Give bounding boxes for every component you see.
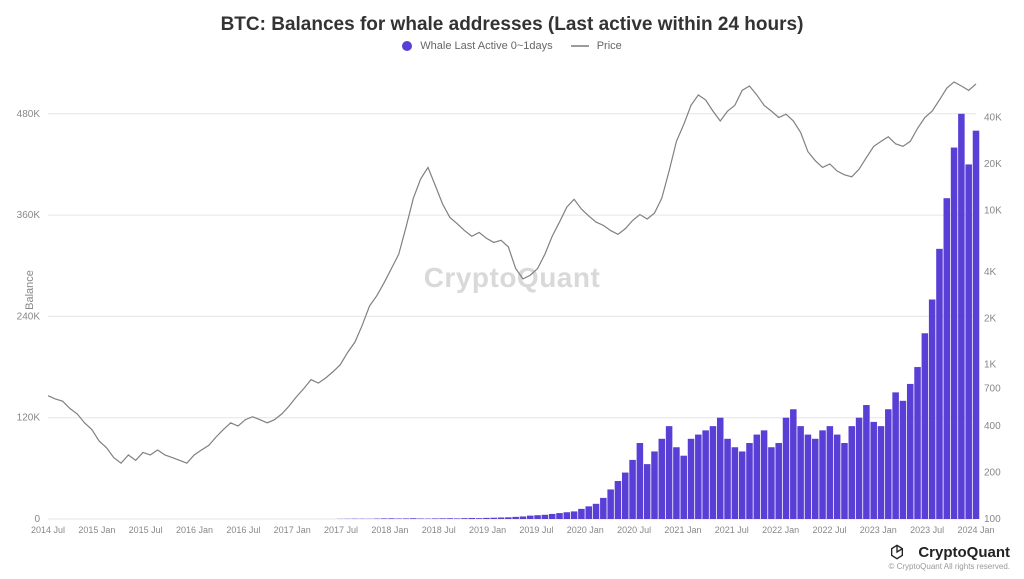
svg-text:2023 Jul: 2023 Jul xyxy=(910,525,944,535)
svg-text:200: 200 xyxy=(984,468,1001,479)
svg-text:2024 Jan: 2024 Jan xyxy=(957,525,994,535)
legend-item-price: Price xyxy=(571,40,622,52)
chart-container: BTC: Balances for whale addresses (Last … xyxy=(0,0,1024,579)
svg-text:2017 Jul: 2017 Jul xyxy=(324,525,358,535)
svg-text:2022 Jul: 2022 Jul xyxy=(812,525,846,535)
svg-text:20K: 20K xyxy=(984,159,1002,170)
svg-text:2023 Jan: 2023 Jan xyxy=(860,525,897,535)
svg-text:360K: 360K xyxy=(17,210,41,221)
legend-label-balance: Whale Last Active 0~1days xyxy=(420,40,552,52)
svg-text:40K: 40K xyxy=(984,113,1002,124)
svg-text:2014 Jul: 2014 Jul xyxy=(31,525,65,535)
svg-text:400: 400 xyxy=(984,421,1001,432)
chart-legend: Whale Last Active 0~1days Price xyxy=(0,40,1024,52)
svg-text:2020 Jan: 2020 Jan xyxy=(567,525,604,535)
legend-item-balance: Whale Last Active 0~1days xyxy=(402,40,552,52)
svg-text:2021 Jul: 2021 Jul xyxy=(715,525,749,535)
plot-area: CryptoQuant 0120K240K360K480K10020040070… xyxy=(48,80,976,519)
svg-text:2020 Jul: 2020 Jul xyxy=(617,525,651,535)
svg-text:120K: 120K xyxy=(17,413,41,424)
svg-text:2016 Jan: 2016 Jan xyxy=(176,525,213,535)
svg-text:2015 Jul: 2015 Jul xyxy=(129,525,163,535)
legend-swatch-balance xyxy=(402,41,412,51)
y-axis-left-label: Balance xyxy=(24,270,36,310)
svg-text:2018 Jan: 2018 Jan xyxy=(371,525,408,535)
svg-text:240K: 240K xyxy=(17,311,41,322)
brand-name: CryptoQuant xyxy=(918,544,1010,561)
svg-text:480K: 480K xyxy=(17,109,41,120)
svg-text:2016 Jul: 2016 Jul xyxy=(226,525,260,535)
svg-text:700: 700 xyxy=(984,384,1001,395)
svg-text:0: 0 xyxy=(34,514,40,525)
svg-text:2018 Jul: 2018 Jul xyxy=(422,525,456,535)
svg-text:2021 Jan: 2021 Jan xyxy=(664,525,701,535)
svg-text:10K: 10K xyxy=(984,205,1002,216)
legend-swatch-price xyxy=(571,45,589,47)
svg-text:2015 Jan: 2015 Jan xyxy=(78,525,115,535)
chart-title: BTC: Balances for whale addresses (Last … xyxy=(0,0,1024,36)
svg-text:2K: 2K xyxy=(984,313,997,324)
svg-text:2019 Jan: 2019 Jan xyxy=(469,525,506,535)
brand-logo-icon xyxy=(889,544,905,560)
svg-text:1K: 1K xyxy=(984,360,997,371)
legend-label-price: Price xyxy=(597,40,622,52)
brand-copyright: © CryptoQuant All rights reserved. xyxy=(889,562,1011,571)
chart-svg: 0120K240K360K480K1002004007001K2K4K10K20… xyxy=(48,80,976,519)
svg-text:2019 Jul: 2019 Jul xyxy=(519,525,553,535)
svg-text:2022 Jan: 2022 Jan xyxy=(762,525,799,535)
svg-text:4K: 4K xyxy=(984,267,997,278)
branding: CryptoQuant © CryptoQuant All rights res… xyxy=(889,544,1011,571)
svg-text:2017 Jan: 2017 Jan xyxy=(274,525,311,535)
svg-text:100: 100 xyxy=(984,514,1001,525)
